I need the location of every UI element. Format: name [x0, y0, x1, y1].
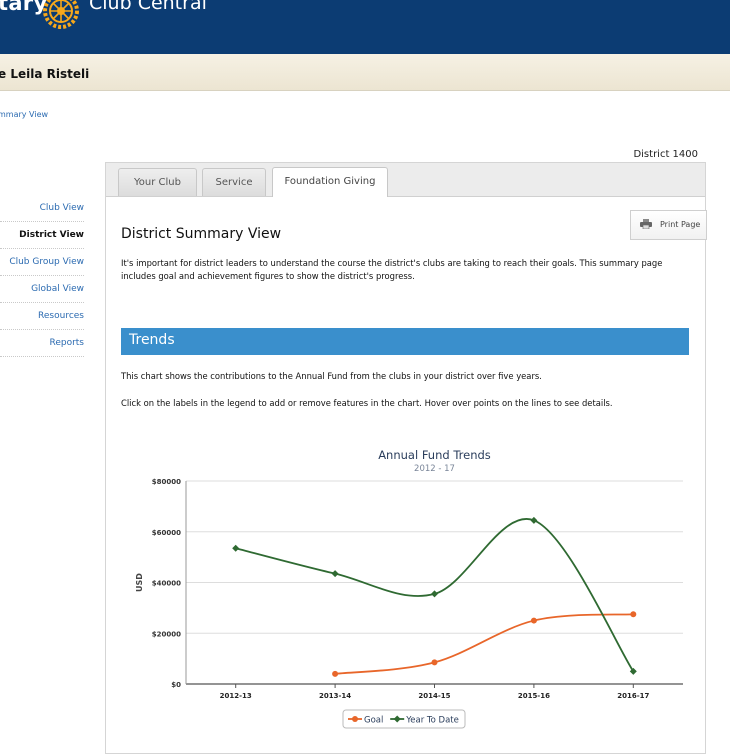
- sidebar-item-resources[interactable]: Resources: [0, 303, 84, 330]
- goal-data-point[interactable]: [332, 670, 339, 677]
- intro-text: It's important for district leaders to u…: [121, 258, 663, 281]
- sidebar-nav: Club View District View Club Group View …: [0, 195, 84, 357]
- sidebar-item-club-view[interactable]: Club View: [0, 195, 84, 222]
- sidebar-item-club-group-view[interactable]: Club Group View: [0, 249, 84, 276]
- legend-year-to-date-marker[interactable]: [393, 715, 401, 723]
- chart-title: Annual Fund Trends: [378, 448, 491, 462]
- year-to-date-data-point[interactable]: [331, 570, 339, 578]
- year-to-date-data-point[interactable]: [232, 544, 240, 552]
- chart-instructions: Click on the labels in the legend to add…: [121, 398, 613, 408]
- year-to-date-data-point[interactable]: [629, 667, 637, 675]
- rotary-wordmark: tary: [0, 0, 48, 15]
- annual-fund-chart: Annual Fund Trends 2012 - 17 $0 $20000 $4000…: [135, 448, 683, 729]
- content-panel: Your Club Service Foundation Giving Prin…: [105, 162, 707, 754]
- goal-data-point[interactable]: [630, 611, 637, 618]
- tab-service[interactable]: Service: [202, 168, 266, 196]
- x-tick-label: 2012-13: [220, 692, 252, 700]
- sidebar-item-district-view[interactable]: District View: [0, 222, 84, 249]
- y-tick-label: $0: [171, 681, 181, 689]
- y-tick-label: $80000: [152, 478, 181, 486]
- x-tick-label: 2015-16: [518, 692, 550, 700]
- tab-strip: Your Club Service Foundation Giving: [106, 163, 705, 197]
- chart-subtitle: 2012 - 17: [414, 464, 455, 474]
- legend-goal-label[interactable]: Goal: [364, 716, 383, 726]
- tab-foundation-giving[interactable]: Foundation Giving: [272, 167, 388, 197]
- goal-data-point[interactable]: [530, 617, 537, 624]
- user-bar: e Leila Risteli: [0, 54, 730, 91]
- print-page-label: Print Page: [660, 220, 701, 229]
- year-to-date-data-point[interactable]: [431, 590, 438, 598]
- page-title: District Summary View: [121, 226, 282, 242]
- y-axis-title: USD: [135, 573, 144, 592]
- legend-year-to-date-label[interactable]: Year To Date: [405, 716, 459, 726]
- print-page-button[interactable]: Print Page: [630, 210, 707, 240]
- chart-description: This chart shows the contributions to th…: [121, 371, 542, 381]
- x-tick-label: 2014-15: [418, 692, 450, 700]
- app-title: Club Central: [89, 0, 207, 14]
- trends-header: Trends: [121, 328, 689, 355]
- sidebar-item-reports[interactable]: Reports: [0, 330, 84, 357]
- y-tick-label: $60000: [152, 529, 181, 537]
- district-label: District 1400: [633, 149, 698, 160]
- y-tick-label: $40000: [152, 580, 181, 588]
- rotary-wheel-logo: [43, 0, 79, 29]
- tab-your-club[interactable]: Your Club: [118, 168, 197, 196]
- x-tick-label: 2013-14: [319, 692, 351, 700]
- x-tick-label: 2016-17: [617, 692, 649, 700]
- year-to-date-series-line: [235, 518, 635, 672]
- legend-goal-marker[interactable]: [352, 716, 358, 722]
- top-header: tary Club Central: [0, 0, 730, 54]
- trends-title: Trends: [129, 332, 175, 348]
- breadcrumb[interactable]: mmary View: [0, 110, 49, 119]
- user-name: e Leila Risteli: [0, 67, 90, 81]
- sidebar-item-global-view[interactable]: Global View: [0, 276, 84, 303]
- y-tick-label: $20000: [152, 630, 181, 638]
- goal-data-point[interactable]: [431, 659, 438, 666]
- goal-series-line: [334, 613, 634, 675]
- year-to-date-data-point[interactable]: [530, 516, 538, 524]
- printer-icon: [640, 219, 652, 229]
